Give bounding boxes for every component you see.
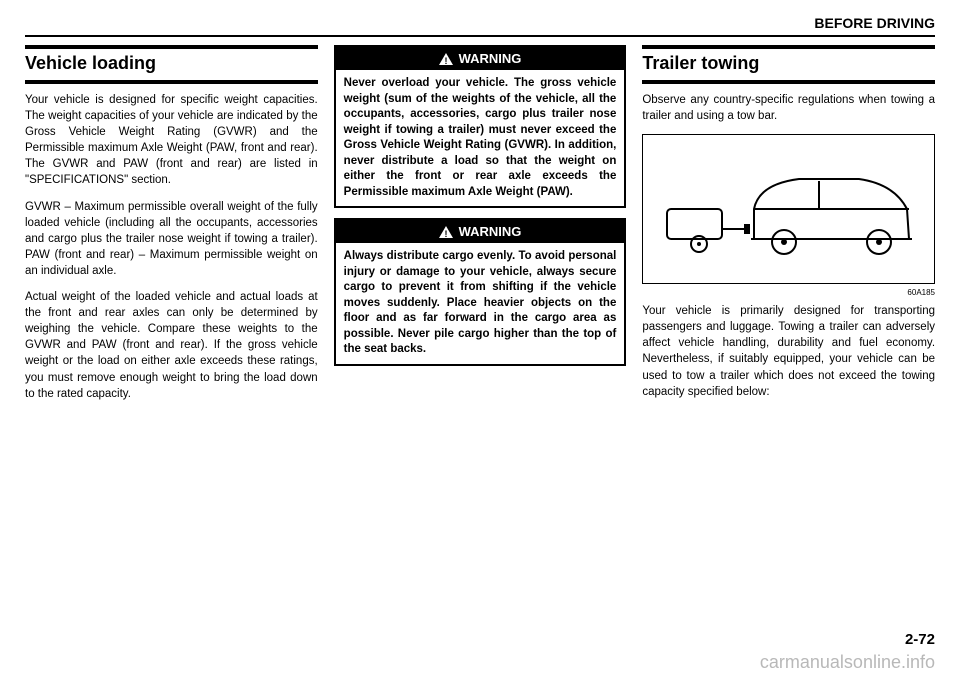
warning-header: ! WARNING bbox=[336, 47, 625, 70]
body-paragraph: Your vehicle is primarily designed for t… bbox=[642, 303, 935, 400]
column-center: ! WARNING Never overload your vehicle. T… bbox=[334, 45, 627, 412]
warning-body: Never overload your vehicle. The gross v… bbox=[336, 70, 625, 206]
body-paragraph: Observe any country-specific regulations… bbox=[642, 92, 935, 124]
section-rule bbox=[25, 45, 318, 49]
trailer-towing-heading: Trailer towing bbox=[642, 53, 935, 76]
warning-header: ! WARNING bbox=[336, 220, 625, 243]
section-rule bbox=[642, 45, 935, 49]
trailer-illustration-icon bbox=[659, 154, 919, 264]
warning-box: ! WARNING Never overload your vehicle. T… bbox=[334, 45, 627, 208]
warning-triangle-icon: ! bbox=[439, 226, 453, 238]
figure-id: 60A185 bbox=[642, 288, 935, 297]
page-number: 2-72 bbox=[905, 631, 935, 648]
section-rule bbox=[25, 80, 318, 84]
svg-text:!: ! bbox=[444, 56, 447, 65]
warning-label: WARNING bbox=[459, 224, 522, 239]
content-columns: Vehicle loading Your vehicle is designed… bbox=[25, 45, 935, 412]
svg-text:!: ! bbox=[444, 229, 447, 238]
watermark: carmanualsonline.info bbox=[760, 652, 935, 673]
warning-body: Always distribute cargo evenly. To avoid… bbox=[336, 243, 625, 364]
column-right: Trailer towing Observe any country-speci… bbox=[642, 45, 935, 412]
warning-triangle-icon: ! bbox=[439, 53, 453, 65]
trailer-figure bbox=[642, 134, 935, 284]
section-rule bbox=[642, 80, 935, 84]
header-rule bbox=[25, 35, 935, 37]
warning-label: WARNING bbox=[459, 51, 522, 66]
body-paragraph: Your vehicle is designed for specific we… bbox=[25, 92, 318, 189]
column-left: Vehicle loading Your vehicle is designed… bbox=[25, 45, 318, 412]
warning-box: ! WARNING Always distribute cargo evenly… bbox=[334, 218, 627, 366]
body-paragraph: Actual weight of the loaded vehicle and … bbox=[25, 289, 318, 402]
body-paragraph: GVWR – Maximum permissible overall weigh… bbox=[25, 199, 318, 279]
vehicle-loading-heading: Vehicle loading bbox=[25, 53, 318, 76]
page-header: BEFORE DRIVING bbox=[25, 15, 935, 35]
